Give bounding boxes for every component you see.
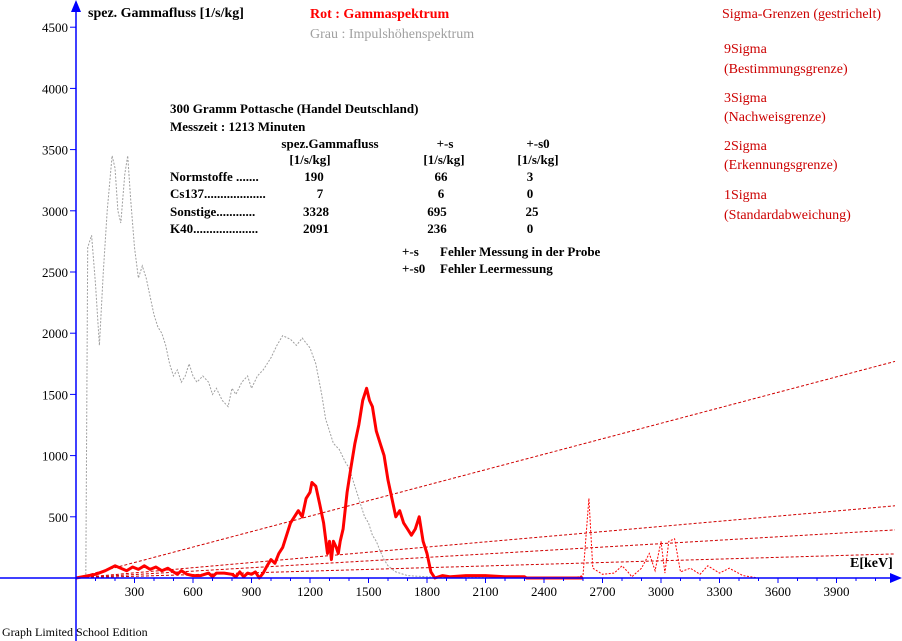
y-tick-label: 1000 [42,449,68,464]
sigma-line-3sigma [75,505,896,579]
y-ticks: 500 1000 1500 2000 2500 3000 3500 4000 4500 [42,20,76,525]
sigma-2-name: 2Sigma [724,139,768,154]
info-row-s0: 0 [527,186,534,201]
x-tick-label: 300 [125,584,145,599]
sigma-line-2sigma [75,529,896,579]
y-tick-label: 2000 [42,326,68,341]
info-sample: 300 Gramm Pottasche (Handel Deutschland) [170,101,418,116]
info-row-label: Normstoffe ....... [170,169,259,184]
y-tick-label: 4000 [42,81,68,96]
info-row-s0: 25 [526,204,540,219]
legend-red: Rot : Gammaspektrum [310,7,450,22]
sigma-3-name: 3Sigma [724,91,768,106]
info-unit-s0: [1/s/kg] [517,152,558,167]
sigma-line-1sigma [75,553,896,579]
footer-text: Graph Limited School Edition [2,625,148,639]
info-unit-s: [1/s/kg] [423,152,464,167]
info-row-s: 6 [438,186,445,201]
info-row-label: Sonstige............ [170,204,255,219]
y-tick-label: 4500 [42,20,68,35]
y-tick-label: 500 [49,510,69,525]
info-time: Messzeit : 1213 Minuten [170,119,306,134]
info-row-flux: 2091 [303,221,329,236]
y-tick-label: 3000 [42,204,68,219]
note-key: +-s [402,244,419,259]
info-row-flux: 190 [304,169,324,184]
x-tick-label: 1200 [297,584,323,599]
sigma-1-desc: (Standardabweichung) [724,208,851,223]
info-row-s0: 3 [527,169,534,184]
x-tick-label: 2400 [531,584,557,599]
info-row-flux: 3328 [303,204,330,219]
legend-grey: Grau : Impulshöhenspektrum [310,27,474,42]
x-axis-label: E[keV] [850,556,893,571]
y-axis-label: spez. Gammafluss [1/s/kg] [88,6,244,21]
y-tick-label: 1500 [42,387,68,402]
info-row-label: K40.................... [170,221,258,236]
note-text: Fehler Messung in der Probe [440,244,601,259]
x-axis-arrow [890,573,902,583]
x-tick-label: 900 [242,584,262,599]
info-unit-flux: [1/s/kg] [289,152,330,167]
info-block: 300 Gramm Pottasche (Handel Deutschland)… [170,101,601,276]
sigma-9-desc: (Bestimmungsgrenze) [724,62,848,77]
info-row-s: 695 [427,204,447,219]
info-row-flux: 7 [317,186,324,201]
sigma-1-name: 1Sigma [724,188,768,203]
note-key: +-s0 [402,261,425,276]
x-tick-label: 1500 [356,584,382,599]
sigma-9-name: 9Sigma [724,42,768,57]
x-tick-label: 3300 [707,584,733,599]
series-layer [75,155,759,580]
x-tick-label: 1800 [414,584,440,599]
y-axis-arrow [71,0,81,12]
x-tick-label: 2700 [590,584,616,599]
note-text: Fehler Leermessung [440,261,553,276]
info-header-s0: +-s0 [526,136,549,151]
info-header-flux: spez.Gammafluss [281,136,378,151]
sigma-legend-title: Sigma-Grenzen (gestrichelt) [722,7,881,22]
series-red_small [573,498,759,579]
x-tick-label: 3600 [765,584,791,599]
series-grey [85,155,584,579]
x-ticks: 300 600 900 1200 1500 1800 2100 2400 2700 3000 330… [95,578,876,599]
sigma-lines [75,360,896,579]
x-tick-label: 600 [183,584,203,599]
info-row-s0: 0 [527,221,534,236]
info-row-s: 66 [435,169,449,184]
sigma-line-9sigma [75,360,896,579]
sigma-3-desc: (Nachweisgrenze) [724,110,826,125]
sigma-2-desc: (Erkennungsgrenze) [724,158,838,173]
x-tick-label: 2100 [473,584,499,599]
x-tick-label: 3900 [824,584,850,599]
series-red [75,386,583,580]
y-tick-label: 3500 [42,143,68,158]
info-header-s: +-s [437,136,454,151]
info-row-label: Cs137................... [170,186,266,201]
x-tick-label: 3000 [648,584,674,599]
info-row-s: 236 [427,221,447,236]
y-tick-label: 2500 [42,265,68,280]
